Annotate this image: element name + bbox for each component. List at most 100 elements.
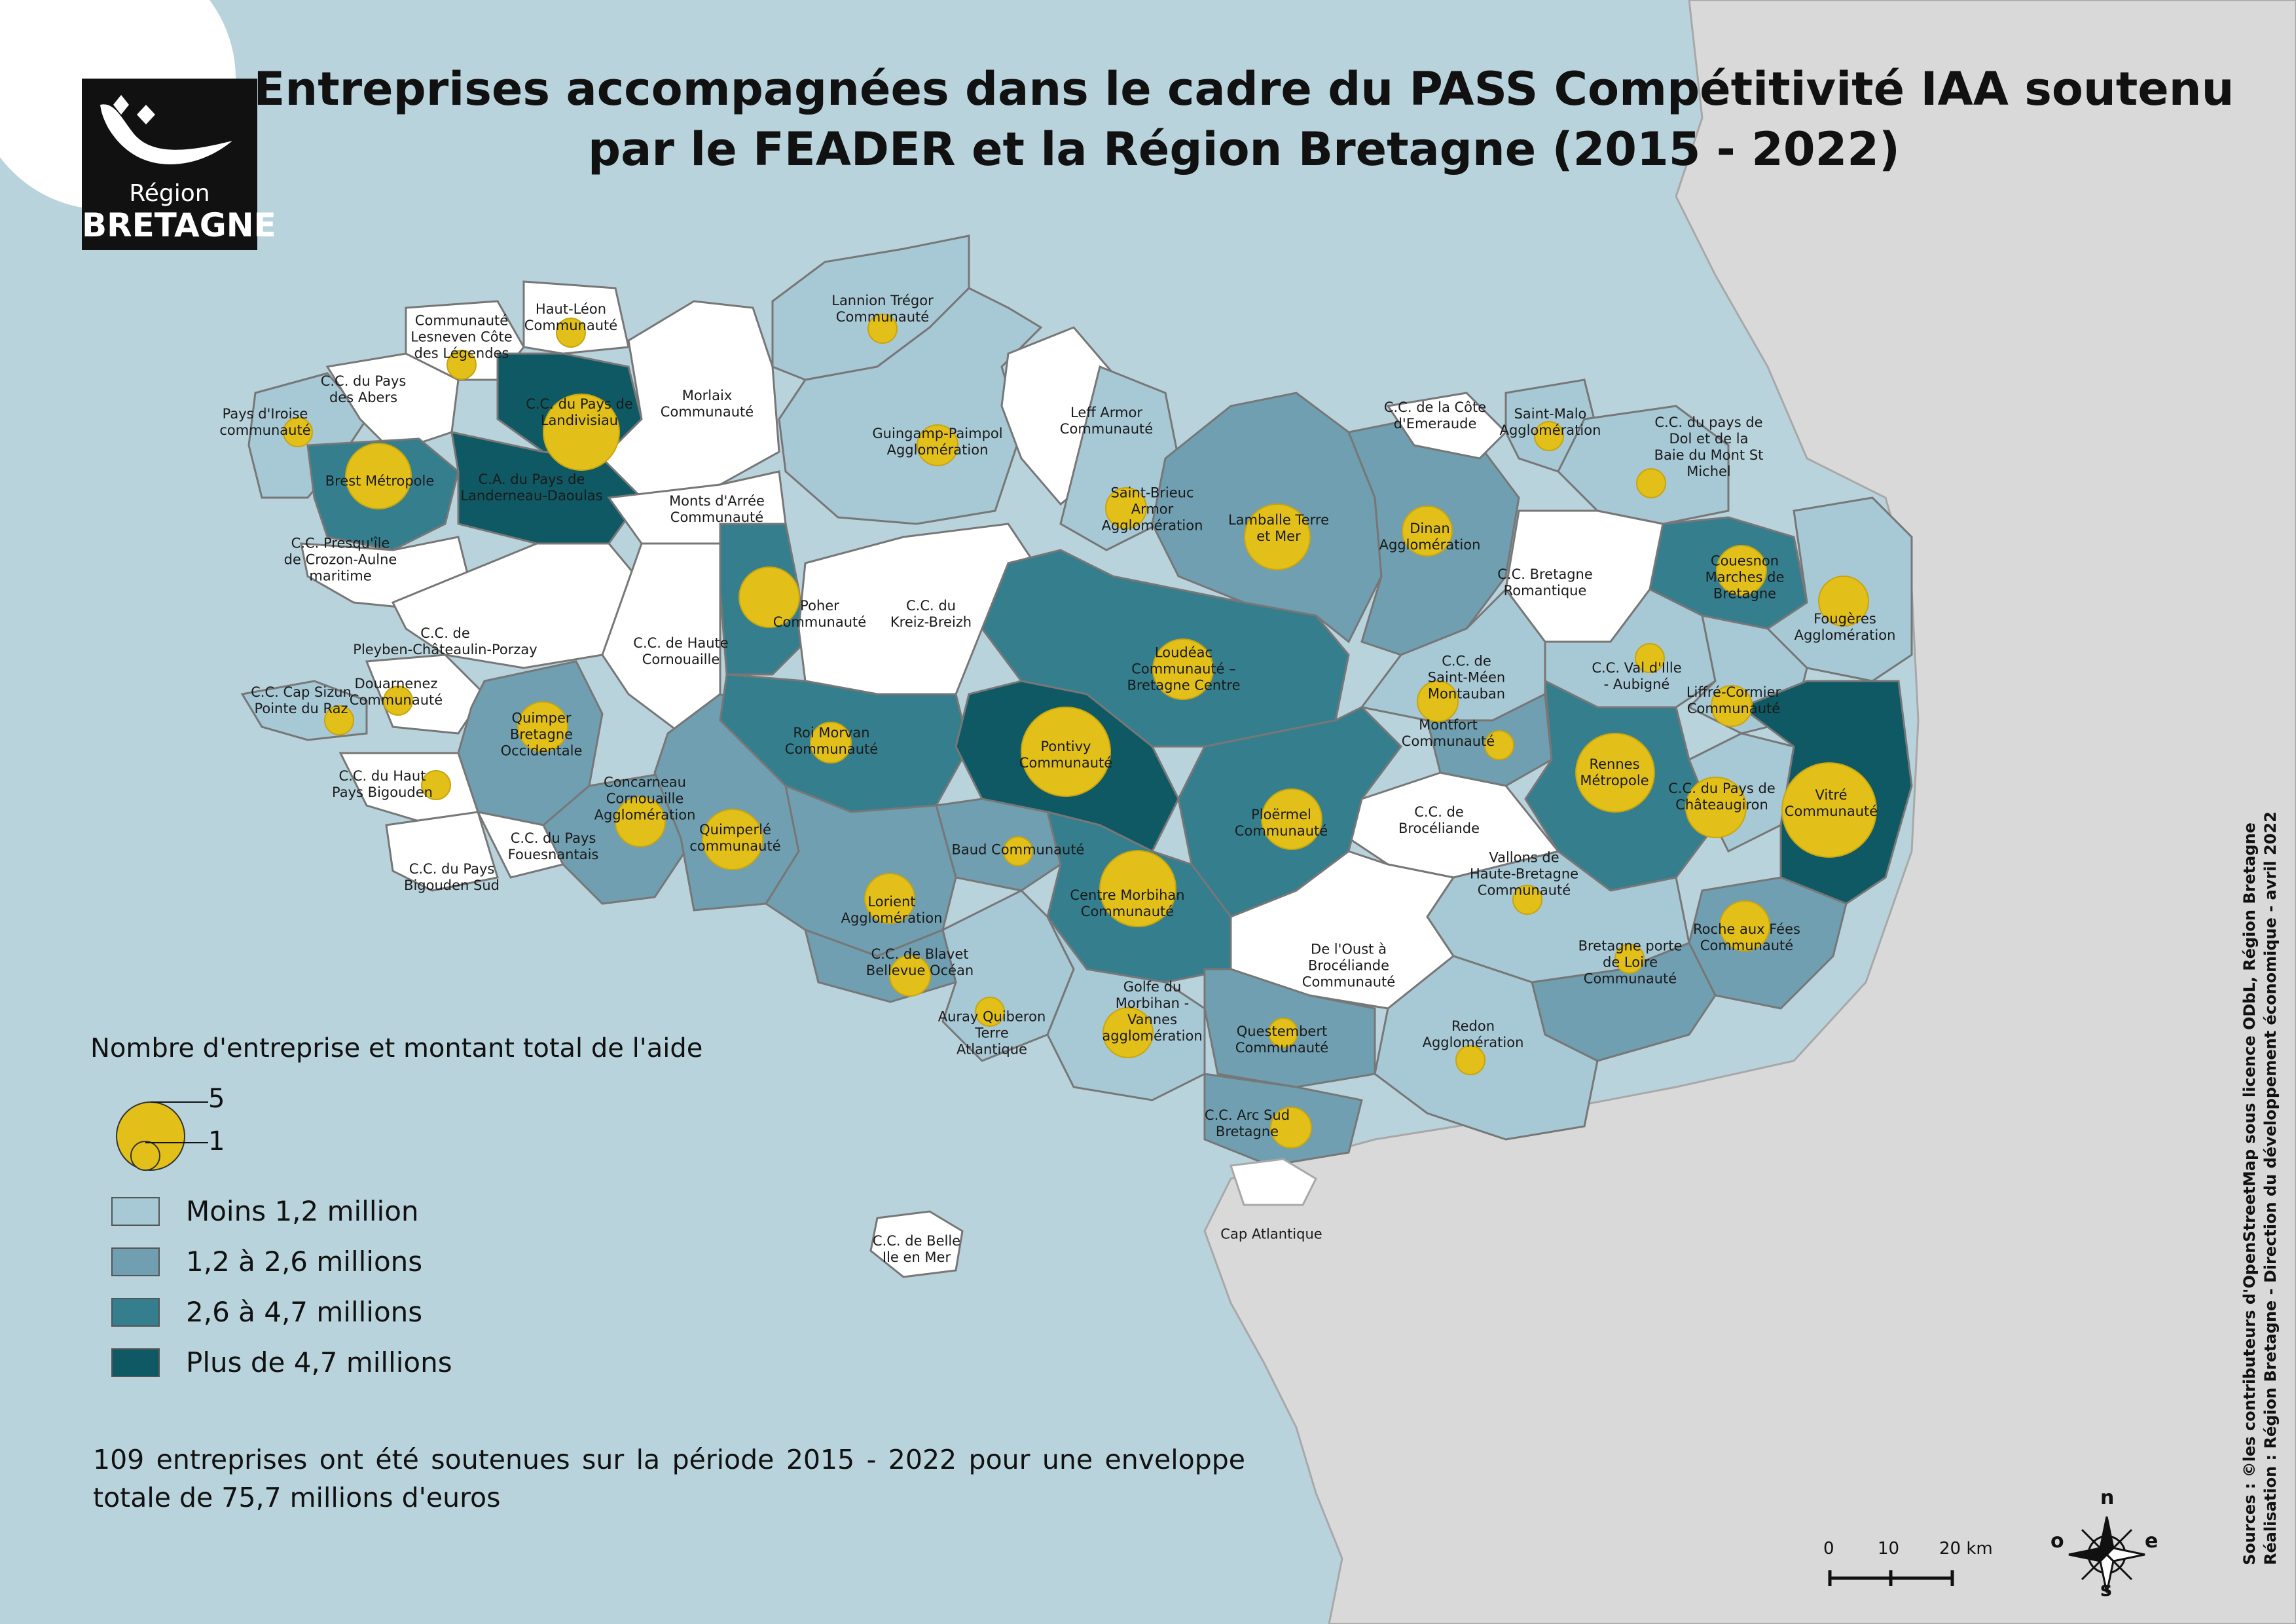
label-vitre: Vitré Communauté (1784, 787, 1878, 819)
region-fouesnantais (476, 810, 565, 879)
circle-roche-fees (1719, 900, 1770, 951)
label-haut-bigouden: C.C. du Haut Pays Bigouden (332, 768, 433, 800)
legend-label: 2,6 à 4,7 millions (186, 1296, 423, 1328)
circle-concarneau (615, 796, 666, 847)
compass-south: s (2100, 1578, 2112, 1601)
legend-swatch (111, 1247, 160, 1276)
label-pontivy: Pontivy Communauté (1019, 739, 1113, 771)
label-golfe: Golfe du Morbihan - Vannes agglomération (1102, 979, 1203, 1044)
circle-lesneven (446, 350, 477, 380)
label-cote-emeraude: C.C. de la Côte d'Emeraude (1383, 399, 1487, 432)
region-morlaix (600, 300, 780, 499)
label-poher: Poher Communauté (773, 598, 867, 630)
label-bretagne-loire: Bretagne porte de Loire Communauté (1578, 938, 1683, 987)
region-dol (1557, 405, 1730, 525)
map-title-line2: par le FEADER et la Région Bretagne (201… (587, 122, 1901, 176)
circle-cap-sizun (324, 705, 354, 735)
label-redon: Redon Agglomération (1422, 1018, 1524, 1050)
circle-baud (1003, 836, 1033, 866)
legend-label: Moins 1,2 million (186, 1195, 419, 1227)
circle-loudeac (1152, 638, 1214, 700)
label-oust: De l'Oust à Brocéliande Communauté (1302, 941, 1396, 990)
label-dol: C.C. du pays de Dol et de la Baie du Mon… (1654, 415, 1764, 479)
circle-fougeres (1818, 576, 1869, 627)
legend-circle-max-label: 5 (208, 1084, 225, 1114)
circle-dinan (1402, 506, 1453, 557)
circle-quimper (517, 701, 568, 752)
label-iroise: Pays d'Iroise communauté (219, 406, 311, 438)
label-baud: Baud Communauté (951, 841, 1085, 858)
scale-label-10: 10 (1878, 1539, 1900, 1559)
legend-circle-small (130, 1141, 160, 1171)
label-haute-cornouaille: C.C. de Haute Cornouaille (633, 635, 729, 667)
circle-vallons (1512, 885, 1542, 915)
label-dinan: Dinan Agglomération (1379, 521, 1481, 553)
label-kreiz-breizh: C.C. du Kreiz-Breizh (890, 598, 972, 630)
circle-arc-sud (1270, 1107, 1312, 1149)
ermine-bird-icon (100, 95, 232, 164)
circle-val-ille (1635, 643, 1665, 673)
circle-chateaugiron (1685, 777, 1747, 838)
label-roi-morvan: Roi Morvan Communauté (784, 725, 879, 757)
region-belle-ile (869, 1210, 964, 1278)
scale-label-0: 0 (1823, 1539, 1834, 1559)
region-broceliande (1347, 771, 1560, 879)
circle-iroise (283, 417, 313, 447)
label-cap-sizun: C.C. Cap Sizun Pointe du Raz (251, 684, 352, 716)
circle-ploermel (1261, 788, 1322, 850)
circle-redon (1455, 1045, 1485, 1075)
label-broceliande: C.C. de Brocéliande (1398, 804, 1480, 836)
compass-north: n (2100, 1486, 2115, 1509)
circle-blavet (889, 955, 931, 997)
label-landivisiau: C.C. du Pays de Landivisiau (526, 396, 633, 428)
circle-auray (975, 997, 1005, 1027)
circle-golfe (1102, 1007, 1154, 1058)
legend-swatch (111, 1348, 160, 1377)
label-saint-meen: C.C. de Saint-Méen Montauban (1427, 653, 1506, 702)
label-lesneven: Communauté Lesneven Côte des Légendes (410, 312, 513, 361)
label-landerneau: C.A. du Pays de Landerneau-Daoulas (460, 471, 603, 504)
label-lamballe: Lamballe Terre et Mer (1228, 512, 1330, 544)
circle-douarnenez (383, 686, 413, 716)
label-couesnon: Couesnon Marches de Bretagne (1705, 553, 1785, 602)
circles-layer (283, 314, 1877, 1149)
label-saint-brieuc: Saint-Brieuc Armor Agglomération (1101, 485, 1203, 534)
circle-montfort (1484, 730, 1514, 760)
circle-guingamp (917, 424, 958, 466)
logo-bretagne-text: BRETAGNE (82, 206, 276, 244)
legend-class-4: Plus de 4,7 millions (111, 1346, 452, 1378)
circle-pontivy (1021, 707, 1111, 797)
map-title-line1: Entreprises accompagnées dans le cadre d… (253, 62, 2234, 116)
circle-brest (345, 443, 412, 509)
label-belle-ile: C.C. de Belle Ile en Mer (872, 1233, 961, 1265)
label-brest: Brest Métropole (325, 473, 435, 489)
label-questembert: Questembert Communauté (1235, 1024, 1329, 1056)
circle-lorient (864, 873, 915, 924)
label-leff: Leff Armor Communauté (1059, 405, 1154, 437)
label-abers: C.C. du Pays des Abers (320, 373, 407, 405)
label-pleyben: C.C. de Pleyben-Châteaulin-Porzay (353, 625, 538, 657)
circle-roi-morvan (810, 722, 852, 764)
compass-east: e (2145, 1530, 2159, 1553)
region-cap-atlantique (1229, 1158, 1317, 1206)
circle-saint-meen (1417, 680, 1459, 722)
compass-west: o (2050, 1530, 2064, 1553)
label-bigouden-sud: C.C. du Pays Bigouden Sud (404, 861, 500, 893)
compass-rose-icon (2068, 1516, 2145, 1593)
legend-swatch (111, 1297, 160, 1327)
circle-centre-morbihan (1099, 850, 1176, 927)
region-bigouden-sud (385, 811, 499, 892)
land-outside (1203, 0, 2296, 1624)
legend-circles (116, 1101, 208, 1171)
legend-circle-min-label: 1 (208, 1126, 225, 1156)
region-saint-brieuc (1059, 365, 1180, 551)
label-guingamp: Guingamp-Paimpol Agglomération (872, 426, 1003, 458)
logo-region-text: Région (129, 180, 210, 207)
label-roche-fees: Roche aux Fées Communauté (1693, 921, 1800, 953)
credits: Sources : ©les contributeurs d'OpenStree… (2239, 811, 2281, 1565)
legend-class-1: Moins 1,2 million (111, 1195, 419, 1227)
scale-label-20: 20 km (1939, 1539, 1993, 1559)
legend-label: Plus de 4,7 millions (186, 1346, 452, 1378)
circle-dol (1636, 468, 1666, 498)
